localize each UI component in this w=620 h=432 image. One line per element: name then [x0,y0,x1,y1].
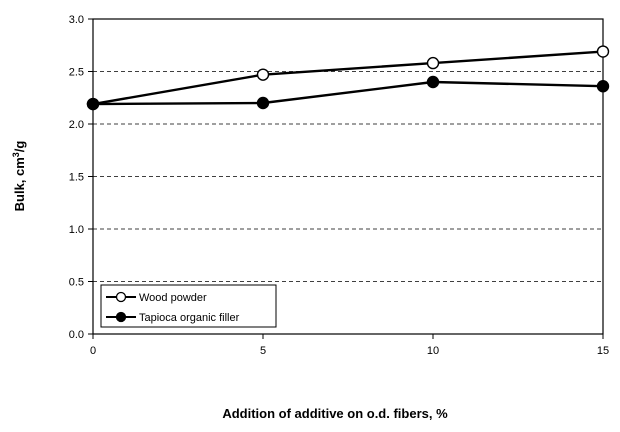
y-tick-label-2: 1.0 [69,224,84,236]
y-tick-label-6: 3.0 [69,14,84,26]
legend-box [100,284,277,328]
data-point-tapioca-organic-filler-0 [86,97,100,111]
y-tick-label-4: 2.0 [69,119,84,131]
x-tick-label-0: 0 [90,345,96,357]
y-axis-title: Bulk, cm3/g [11,141,27,212]
series-line-tapioca-organic-filler [92,80,604,106]
legend-label-wood-powder: Wood powder [139,292,207,304]
y-tick-label-5: 2.5 [69,67,84,79]
y-axis-title-main: Bulk, cm [12,157,27,211]
legend-marker-wood-powder [115,291,127,303]
legend-marker-tapioca [115,311,127,323]
gridlines [93,71,603,282]
y-tick-label-0: 0.0 [69,329,84,341]
data-point-wood-powder-3 [596,45,610,58]
data-point-wood-powder-2 [426,56,440,70]
data-point-tapioca-organic-filler-1 [256,96,270,110]
x-axis-title: Addition of additive on o.d. fibers, % [222,406,448,421]
series-layer [86,45,610,111]
y-axis-title-unit: /g [12,141,27,153]
data-point-wood-powder-1 [256,68,270,81]
y-axis-title-superscript: 3 [11,152,21,157]
series-line-wood-powder [92,50,604,106]
x-tick-label-2: 10 [427,345,439,357]
data-point-tapioca-organic-filler-2 [426,75,440,89]
axis-ticks: 0.0 0.5 1.0 1.5 2.0 2.5 3.0 0 5 10 15 [69,14,609,357]
legend: Wood powder Tapioca organic filler [100,284,277,328]
y-tick-label-1: 0.5 [69,277,84,289]
x-tick-label-1: 5 [260,345,266,357]
y-tick-label-3: 1.5 [69,172,84,184]
legend-label-tapioca: Tapioca organic filler [139,312,240,324]
x-tick-label-3: 15 [597,345,609,357]
data-point-tapioca-organic-filler-3 [596,79,610,93]
